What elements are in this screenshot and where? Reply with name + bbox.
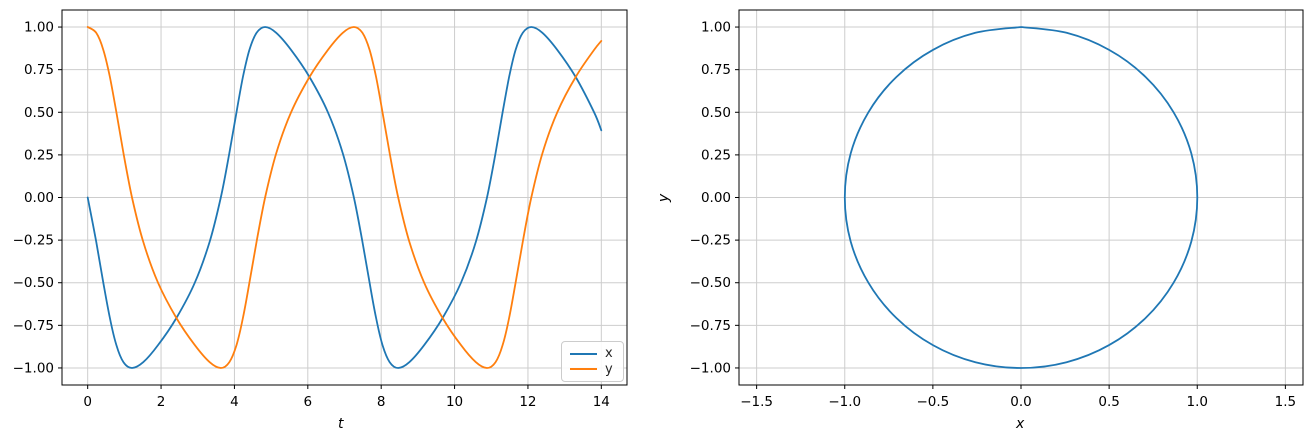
x-tick-label: −0.5 bbox=[916, 394, 949, 410]
y-tick-label: −0.75 bbox=[690, 318, 731, 334]
x-tick-label: 4 bbox=[230, 394, 239, 410]
x-tick-label: 1.0 bbox=[1187, 394, 1208, 410]
phase-circle-curve bbox=[843, 26, 1199, 369]
legend-entry-y: y bbox=[570, 362, 615, 378]
y-tick-label: −1.00 bbox=[690, 360, 731, 376]
x-tick-label: −1.0 bbox=[828, 394, 861, 410]
x-tick-label: 0.5 bbox=[1098, 394, 1119, 410]
legend: x y bbox=[561, 341, 624, 382]
y-tick-label: 0.75 bbox=[701, 62, 731, 78]
axes-frame bbox=[738, 9, 1304, 386]
y-tick-label: 1.00 bbox=[24, 20, 54, 36]
y-tick-label: −0.25 bbox=[13, 233, 54, 249]
legend-line-sample-y bbox=[570, 368, 597, 371]
x-tick-label: 1.5 bbox=[1275, 394, 1296, 410]
right-ylabel: y bbox=[656, 193, 673, 203]
legend-label-x: x bbox=[605, 346, 613, 362]
y-tick-label: −0.25 bbox=[690, 233, 731, 249]
y-tick-label: −0.50 bbox=[690, 275, 731, 291]
x-tick-label: −1.5 bbox=[740, 394, 773, 410]
y-tick-label: 0.25 bbox=[701, 147, 731, 163]
y-tick-label: 0.50 bbox=[701, 105, 731, 121]
legend-label-y: y bbox=[605, 361, 613, 377]
x-tick-label: 0 bbox=[83, 394, 92, 410]
series-y-curve bbox=[86, 26, 603, 369]
y-tick-label: −0.75 bbox=[13, 318, 54, 334]
y-tick-label: 0.25 bbox=[24, 147, 54, 163]
x-tick-label: 10 bbox=[446, 394, 463, 410]
y-tick-label: −0.50 bbox=[13, 275, 54, 291]
right-xlabel: x bbox=[1016, 416, 1025, 432]
x-tick-label: 12 bbox=[519, 394, 536, 410]
y-tick-label: 0.00 bbox=[701, 190, 731, 206]
series-x-curve bbox=[86, 26, 603, 369]
x-tick-label: 8 bbox=[377, 394, 386, 410]
y-tick-label: 0.50 bbox=[24, 105, 54, 121]
x-tick-label: 2 bbox=[157, 394, 166, 410]
y-tick-label: 0.75 bbox=[24, 62, 54, 78]
x-tick-label: 0.0 bbox=[1010, 394, 1031, 410]
y-tick-label: 0.00 bbox=[24, 190, 54, 206]
x-tick-label: 14 bbox=[593, 394, 610, 410]
y-tick-label: −1.00 bbox=[13, 360, 54, 376]
legend-entry-x: x bbox=[570, 346, 615, 362]
axes-frame bbox=[61, 9, 628, 386]
legend-line-sample-x bbox=[570, 352, 597, 355]
left-xlabel: t bbox=[338, 416, 344, 432]
y-tick-label: 1.00 bbox=[701, 20, 731, 36]
x-tick-label: 6 bbox=[304, 394, 313, 410]
